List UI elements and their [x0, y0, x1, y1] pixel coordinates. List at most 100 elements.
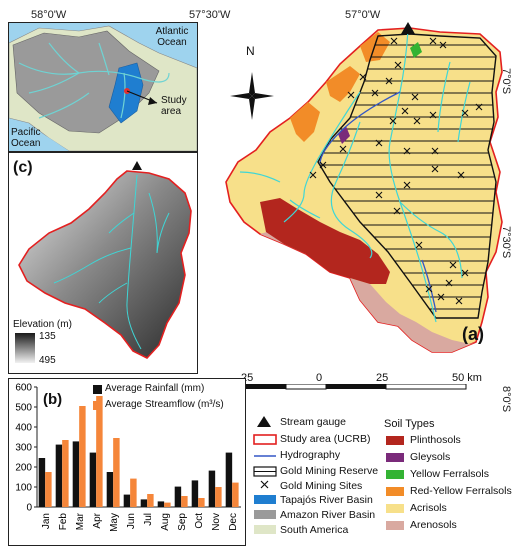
bar-rainfall: [208, 470, 216, 507]
gleysols-swatch: [386, 453, 404, 462]
study-area-label: Study area: [161, 95, 187, 117]
arenosols-swatch: [386, 521, 404, 530]
y-tick-label: 0: [26, 503, 32, 514]
bar-streamflow: [181, 496, 188, 507]
stream-gauge-marker: [401, 22, 415, 34]
x-tick-label: Dec: [228, 513, 239, 531]
grey-box: [254, 510, 276, 519]
inset-map-graphic: [8, 25, 198, 152]
legend-south-america: South America: [280, 524, 349, 536]
longitude-label-5730w: 57°30'W: [189, 9, 231, 21]
bar-streamflow: [113, 438, 120, 507]
bar-streamflow: [62, 440, 69, 507]
panel-c-label: (c): [13, 159, 33, 176]
red-outline-box: [253, 434, 277, 445]
legend-stream-gauge: Stream gauge: [280, 416, 346, 428]
elevation-max-label: 135: [39, 331, 56, 342]
y-tick-label: 500: [15, 403, 32, 414]
bar-streamflow: [215, 487, 222, 507]
legend-plinthosols: Plinthosols: [410, 434, 461, 446]
x-tick-label: Apr: [92, 512, 103, 528]
bar-streamflow: [79, 406, 86, 507]
legend-acrisols: Acrisols: [410, 502, 447, 514]
elevation-color-ramp: [15, 333, 35, 363]
y-tick-label: 100: [15, 483, 32, 494]
bar-rainfall: [123, 494, 131, 507]
bar-streamflow: [130, 478, 137, 507]
bar-streamflow: [147, 494, 154, 507]
x-mark: [260, 480, 269, 489]
bar-rainfall: [225, 452, 233, 507]
elevation-panel: (c) Elevation (m) 135 495: [8, 152, 198, 374]
x-tick-label: Mar: [75, 512, 86, 530]
y-tick-label: 600: [15, 383, 32, 394]
legend-hydrography: Hydrography: [280, 449, 341, 461]
bar-rainfall: [55, 444, 63, 507]
bar-streamflow: [232, 482, 239, 507]
atlantic-ocean-label: Atlantic Ocean: [155, 26, 189, 48]
legend-left-symbols: [253, 416, 277, 534]
light-green-box: [254, 525, 276, 534]
soil-legend: Soil Types Plinthosols Gleysols Yellow F…: [384, 414, 514, 546]
elevation-map-graphic: [18, 161, 192, 359]
x-tick-label: Jul: [143, 513, 154, 526]
legend-tapajos-basin: Tapajós River Basin: [280, 494, 373, 506]
bar-streamflow: [198, 498, 205, 507]
soil-map-graphic: [225, 22, 503, 353]
bar-rainfall: [174, 486, 182, 507]
yellow-ferralsols-swatch: [386, 470, 404, 479]
latitude-label-8s: 8°0'S: [500, 386, 512, 413]
inset-map: Atlantic Ocean Study area Pacific Ocean: [8, 22, 198, 152]
bar-rainfall: [140, 499, 148, 507]
bar-streamflow: [96, 396, 103, 507]
north-arrow-icon: [230, 72, 274, 120]
bar-rainfall: [191, 480, 199, 507]
legend-left: Stream gauge Study area (UCRB) Hydrograp…: [252, 414, 378, 546]
longitude-label-57w: 57°0'W: [345, 9, 381, 21]
plinthosols-swatch: [386, 436, 404, 445]
scale-bar-graphic: [246, 384, 467, 390]
legend-rainfall-label: Average Rainfall (mm): [105, 383, 205, 394]
x-tick-label: May: [109, 513, 120, 532]
blue-box: [254, 495, 276, 504]
y-tick-label: 200: [15, 463, 32, 474]
x-tick-label: Nov: [211, 513, 222, 531]
pacific-ocean-label: Pacific Ocean: [11, 127, 41, 149]
elevation-min-label: 495: [39, 355, 56, 366]
legend-streamflow-swatch: [93, 401, 102, 410]
scale-bar: 25 0 25 50 km: [240, 372, 482, 392]
x-tick-label: Jun: [126, 513, 137, 529]
bar-rainfall: [38, 458, 46, 507]
north-label: N: [246, 44, 255, 58]
legend-streamflow-label: Average Streamflow (m³/s): [105, 399, 224, 410]
bar-streamflow: [164, 502, 171, 507]
panel-a-label: (a): [462, 324, 484, 344]
panel-b-label: (b): [43, 391, 63, 408]
x-tick-label: Feb: [58, 513, 69, 531]
bar-streamflow: [45, 472, 52, 507]
x-tick-label: Aug: [160, 513, 171, 531]
x-tick-label: Jan: [41, 513, 52, 529]
legend-amazon-basin: Amazon River Basin: [280, 509, 376, 521]
legend-yellow-ferralsols: Yellow Ferralsols: [410, 468, 489, 480]
legend-study-area: Study area (UCRB): [280, 433, 371, 445]
longitude-label-58w: 58°0'W: [31, 9, 67, 21]
bar-rainfall: [72, 441, 80, 507]
x-tick-label: Sep: [177, 513, 188, 531]
legend-red-yellow-ferralsols: Red-Yellow Ferralsols: [410, 485, 512, 497]
bar-rainfall: [157, 501, 165, 507]
y-tick-label: 300: [15, 443, 32, 454]
bar-rainfall: [89, 452, 97, 507]
y-tick-label: 400: [15, 423, 32, 434]
triangle-icon: [257, 416, 271, 427]
bar-rainfall: [106, 472, 114, 507]
elevation-title: Elevation (m): [13, 319, 72, 330]
legend-gleysols: Gleysols: [410, 451, 451, 463]
scale-tick-0: 0: [316, 372, 323, 384]
legend-rainfall-swatch: [93, 385, 102, 394]
scale-tick-50km: 50 km: [452, 372, 482, 384]
acrisols-swatch: [386, 504, 404, 513]
rainfall-streamflow-chart: 0 100 200 300 400 500 600 Jan Feb Mar Apr May Jun Jul…: [15, 383, 241, 532]
legend-gold-mining-reserve: Gold Mining Reserve: [280, 465, 379, 477]
legend-gold-mining-sites: Gold Mining Sites: [280, 480, 363, 492]
